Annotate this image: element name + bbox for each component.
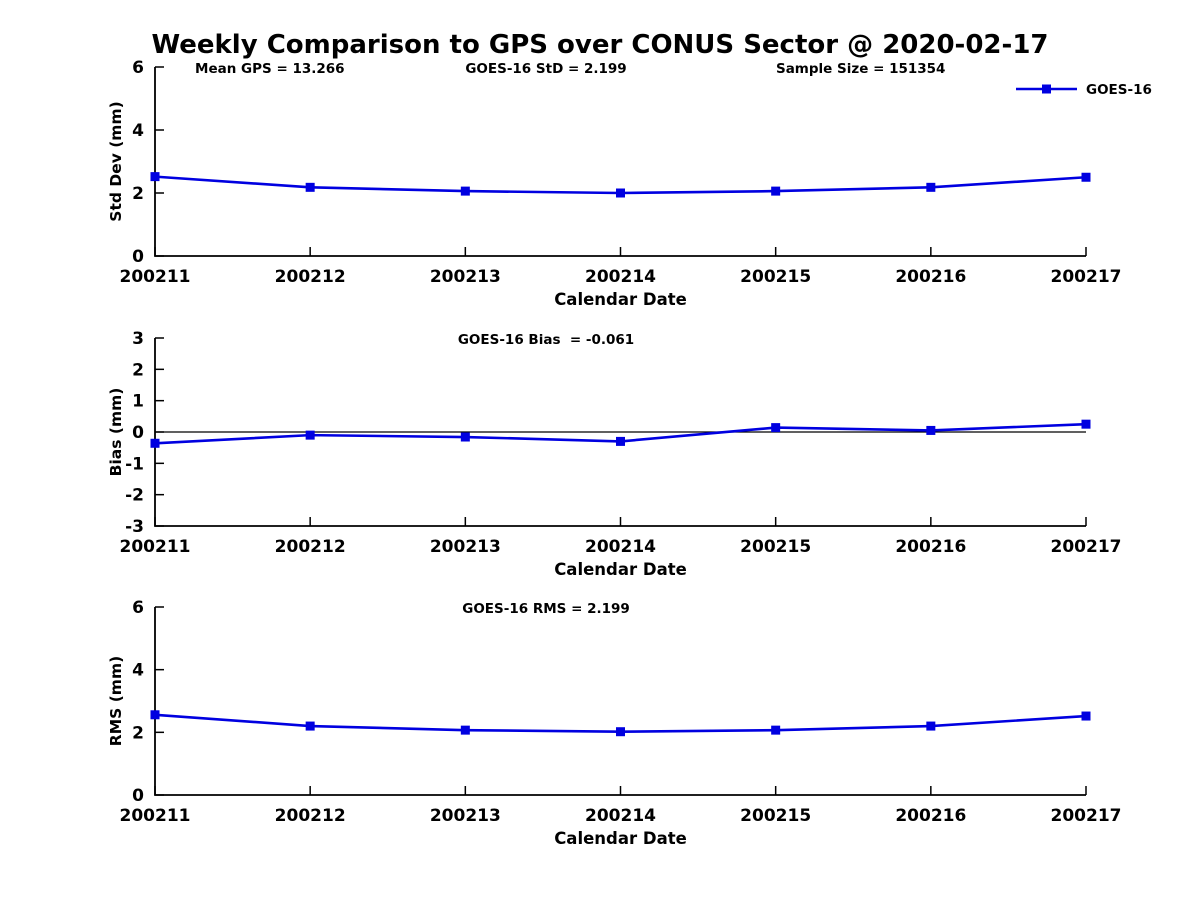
legend-marker xyxy=(1042,84,1051,94)
bias-ytick-label: -2 xyxy=(125,486,144,506)
stddev-plot: 0 2 4 6 200211 200212 200213 200214 200215 200216… xyxy=(107,58,1121,309)
bias-marker xyxy=(460,432,470,442)
rms-xtick-label: 200215 xyxy=(740,806,811,826)
rms-ytick-label: 2 xyxy=(132,723,144,743)
bias-annotation-0: GOES-16 Bias = -0.061 xyxy=(458,332,634,348)
bias-xtick-label: 200214 xyxy=(585,537,656,557)
rms-xtick-label: 200212 xyxy=(275,806,346,826)
rms-ytick-label: 6 xyxy=(132,598,144,618)
rms-marker xyxy=(1081,711,1091,721)
stddev-yaxis-title: Std Dev (mm) xyxy=(107,101,125,221)
stddev-annotation-0: Mean GPS = 13.266 xyxy=(195,61,345,77)
bias-marker xyxy=(150,438,160,448)
bias-xtick-label: 200217 xyxy=(1051,537,1122,557)
stddev-xtick-label: 200215 xyxy=(740,267,811,287)
rms-xaxis-title: Calendar Date xyxy=(554,829,687,848)
rms-marker xyxy=(771,725,781,735)
bias-xtick-label: 200215 xyxy=(740,537,811,557)
stddev-xtick-label: 200211 xyxy=(120,267,191,287)
rms-xtick-label: 200211 xyxy=(120,806,191,826)
rms-marker xyxy=(616,727,625,737)
stddev-marker xyxy=(305,182,315,192)
stddev-marker xyxy=(460,186,470,196)
rms-plot: 0 2 4 6 200211 200212 200213 200214 200215 200216… xyxy=(107,598,1121,848)
bias-marker xyxy=(926,425,936,435)
bias-xtick-label: 200216 xyxy=(895,537,966,557)
rms-axes-spines xyxy=(154,607,1086,796)
stddev-annotation-2: Sample Size = 151354 xyxy=(776,61,945,77)
bias-marker xyxy=(616,436,625,446)
legend-label: GOES-16 xyxy=(1086,82,1152,98)
bias-ytick-label: -3 xyxy=(125,517,144,537)
stddev-xtick-label: 200214 xyxy=(585,267,656,287)
stddev-ytick-label: 6 xyxy=(132,58,144,78)
stddev-marker xyxy=(1081,172,1091,182)
bias-ytick-label: -1 xyxy=(125,454,144,474)
rms-ytick-label: 4 xyxy=(132,661,144,681)
bias-xtick-label: 200211 xyxy=(120,537,191,557)
bias-xtick-label: 200213 xyxy=(430,537,501,557)
stddev-marker xyxy=(150,172,160,182)
stddev-ytick-label: 0 xyxy=(132,247,144,267)
stddev-xtick-label: 200213 xyxy=(430,267,501,287)
stddev-xtick-label: 200212 xyxy=(275,267,346,287)
rms-xtick-label: 200214 xyxy=(585,806,656,826)
stddev-xtick-label: 200217 xyxy=(1051,267,1122,287)
bias-ytick-label: 0 xyxy=(132,423,144,443)
bias-xtick-label: 200212 xyxy=(275,537,346,557)
rms-xtick-label: 200217 xyxy=(1051,806,1122,826)
stddev-ytick-label: 2 xyxy=(132,184,144,204)
stddev-annotation-1: GOES-16 StD = 2.199 xyxy=(465,61,626,77)
bias-marker xyxy=(771,423,781,433)
stddev-marker xyxy=(771,186,781,196)
rms-marker xyxy=(926,721,936,731)
rms-marker xyxy=(305,721,315,731)
rms-xtick-label: 200216 xyxy=(895,806,966,826)
rms-annotation-0: GOES-16 RMS = 2.199 xyxy=(462,601,630,617)
bias-ytick-label: 3 xyxy=(132,329,144,349)
legend: GOES-16 xyxy=(1016,82,1152,98)
bias-xaxis-title: Calendar Date xyxy=(554,560,687,579)
stddev-xtick-label: 200216 xyxy=(895,267,966,287)
rms-xtick-label: 200213 xyxy=(430,806,501,826)
stddev-marker xyxy=(616,188,625,198)
bias-ytick-label: 1 xyxy=(132,392,144,412)
stddev-marker xyxy=(926,182,936,192)
bias-marker xyxy=(1081,419,1091,429)
stddev-ytick-label: 4 xyxy=(132,121,144,141)
figure-title: Weekly Comparison to GPS over CONUS Sect… xyxy=(151,30,1049,60)
bias-plot: -3 -2 -1 0 1 2 3 200211 200212 200213 200214 200215… xyxy=(107,329,1121,579)
rms-marker xyxy=(150,710,160,720)
stddev-xaxis-title: Calendar Date xyxy=(554,290,687,309)
rms-marker xyxy=(460,725,470,735)
rms-ytick-label: 0 xyxy=(132,786,144,806)
stddev-axes-spines xyxy=(154,67,1086,257)
bias-marker xyxy=(305,430,315,440)
rms-yaxis-title: RMS (mm) xyxy=(107,656,125,746)
bias-ytick-label: 2 xyxy=(132,360,144,380)
bias-yaxis-title: Bias (mm) xyxy=(107,388,125,477)
